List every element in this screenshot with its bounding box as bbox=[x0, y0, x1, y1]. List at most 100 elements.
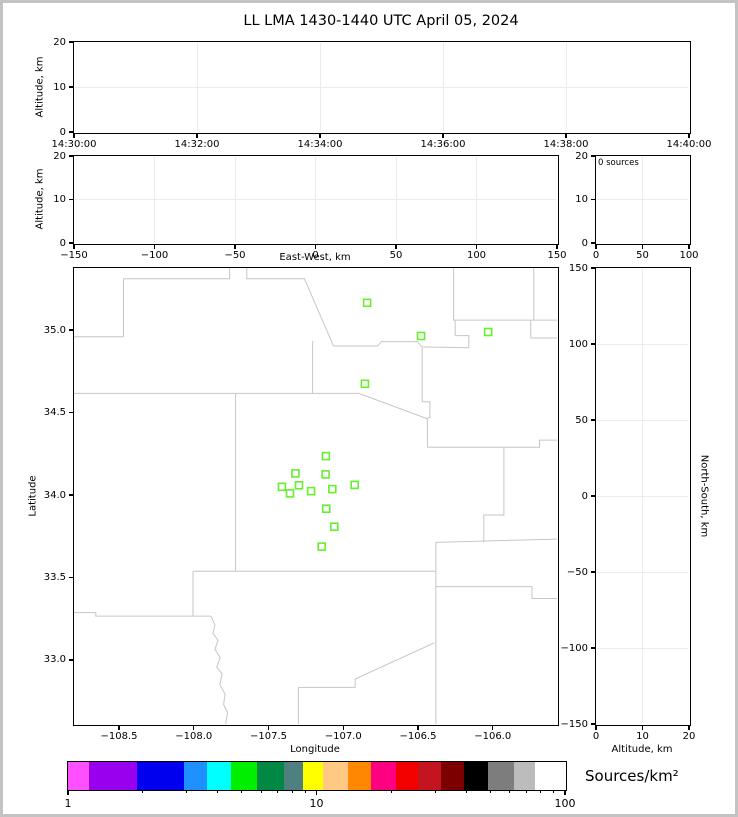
ew_altitude-gridline-y bbox=[75, 199, 556, 200]
plan_view-panel bbox=[72, 266, 559, 726]
colorbar-segment-17 bbox=[487, 761, 514, 790]
alt_histogram-xtick-label: 100 bbox=[679, 249, 699, 261]
ns_altitude-gridline-y bbox=[597, 495, 688, 497]
plan_view-ytick bbox=[68, 329, 73, 331]
alt_histogram-panel bbox=[594, 154, 691, 245]
colorbar-segment-3 bbox=[137, 761, 184, 790]
ew_altitude-ytick-label: 20 bbox=[53, 150, 66, 162]
time_altitude-ytick-label: 0 bbox=[59, 126, 66, 138]
colorbar-segment-7 bbox=[256, 761, 284, 790]
plan_view-xtick-label: −107.5 bbox=[249, 730, 287, 742]
ns_altitude-gridline-y bbox=[597, 571, 688, 573]
ns_altitude-ytick-label: 150 bbox=[568, 262, 588, 274]
plan_view-xtick bbox=[417, 725, 419, 730]
lma-source-marker bbox=[306, 486, 316, 496]
time-panel-ylabel: Altitude, km bbox=[34, 56, 46, 118]
colorbar-minor-tick bbox=[489, 790, 491, 793]
ns_altitude-ytick bbox=[590, 647, 595, 649]
alt_histogram-ytick bbox=[590, 155, 595, 157]
colorbar-segment-19 bbox=[535, 761, 566, 790]
colorbar-segment-4 bbox=[184, 761, 207, 790]
lma-source-marker bbox=[277, 482, 287, 492]
plan_view-ytick-label: 34.0 bbox=[43, 489, 66, 501]
ew_altitude-xtick-label: −50 bbox=[224, 249, 246, 261]
alt_histogram-ytick-label: 0 bbox=[581, 237, 588, 249]
colorbar-minor-tick bbox=[509, 790, 511, 793]
plan_view-ytick bbox=[68, 494, 73, 496]
alt_histogram-ytick-label: 20 bbox=[575, 150, 588, 162]
lma-source-marker bbox=[350, 480, 360, 490]
colorbar-minor-tick bbox=[217, 790, 219, 793]
county-boundary-line bbox=[453, 268, 557, 321]
lma-source-marker bbox=[362, 298, 372, 308]
ns_altitude-gridline-y bbox=[597, 647, 688, 649]
plan_view-xtick-label: −108.0 bbox=[175, 730, 213, 742]
map-ylabel: Latitude bbox=[27, 475, 39, 517]
time_altitude-xtick-label: 14:30:00 bbox=[51, 138, 97, 150]
plan_view-xtick-label: −108.5 bbox=[100, 730, 138, 742]
county-boundary-line bbox=[530, 320, 557, 339]
colorbar-minor-tick bbox=[304, 790, 306, 793]
county-boundary-line bbox=[435, 538, 557, 543]
ew_altitude-xtick-label: 100 bbox=[466, 249, 487, 261]
ew_altitude-xtick bbox=[73, 244, 75, 249]
ns_altitude-xtick bbox=[688, 725, 690, 730]
ns-panel-xlabel: Altitude, km bbox=[611, 744, 673, 755]
ew_altitude-xtick-label: −150 bbox=[60, 249, 88, 261]
ns_altitude-xtick-label: 0 bbox=[592, 730, 600, 742]
colorbar-segment-10 bbox=[323, 761, 349, 790]
plan-view-map bbox=[74, 268, 557, 724]
ns_altitude-xtick-label: 20 bbox=[682, 730, 696, 742]
colorbar-tick-label: 1 bbox=[64, 797, 72, 810]
lma-source-marker bbox=[317, 542, 326, 551]
county-boundary-line bbox=[246, 268, 470, 349]
ns_altitude-ytick bbox=[590, 495, 595, 497]
ew_altitude-ytick bbox=[68, 155, 73, 157]
ew_altitude-xtick bbox=[556, 244, 558, 249]
time_altitude-panel bbox=[72, 40, 691, 134]
ew_altitude-ytick bbox=[68, 198, 73, 201]
plan_view-ytick bbox=[68, 576, 73, 579]
ns_altitude-ytick bbox=[590, 723, 595, 725]
time_altitude-xtick bbox=[196, 133, 198, 138]
lma-source-marker bbox=[321, 470, 330, 479]
ns_altitude-gridline-y bbox=[597, 419, 688, 421]
colorbar-minor-tick bbox=[540, 790, 542, 793]
ew_altitude-xtick-label: 150 bbox=[547, 249, 567, 261]
ns_altitude-panel bbox=[594, 266, 691, 726]
county-boundary-line bbox=[74, 612, 211, 617]
plan_view-xtick-label: −107.0 bbox=[324, 730, 362, 742]
ew-panel-xlabel: East-West, km bbox=[279, 252, 351, 263]
time_altitude-xtick bbox=[319, 133, 321, 138]
colorbar-segment-5 bbox=[206, 761, 231, 790]
colorbar-minor-tick bbox=[260, 790, 262, 793]
ns_altitude-ytick bbox=[590, 267, 595, 269]
ns_altitude-xtick bbox=[595, 725, 597, 730]
alt_histogram-ytick bbox=[590, 242, 595, 244]
county-boundary-line bbox=[74, 392, 428, 420]
lma-source-marker bbox=[329, 522, 339, 531]
colorbar-segment-14 bbox=[417, 761, 441, 790]
lma-source-marker bbox=[291, 469, 300, 478]
time_altitude-xtick bbox=[442, 133, 444, 138]
time_altitude-xtick bbox=[688, 133, 690, 138]
time_altitude-ytick bbox=[68, 41, 73, 43]
county-boundary-line bbox=[427, 439, 557, 448]
colorbar-minor-tick bbox=[186, 790, 188, 793]
colorbar-minor-tick bbox=[142, 790, 144, 793]
ns_altitude-ytick bbox=[590, 343, 595, 345]
colorbar-segment-16 bbox=[463, 761, 488, 790]
county-boundary-line bbox=[435, 586, 557, 599]
alt_histogram-ytick bbox=[590, 198, 595, 201]
time_altitude-ytick-label: 20 bbox=[53, 36, 66, 48]
alt_histogram-xtick-label: 0 bbox=[592, 249, 600, 261]
ns_altitude-ytick-label: 0 bbox=[581, 490, 588, 502]
lma-source-marker bbox=[285, 489, 295, 498]
lma-source-marker bbox=[321, 451, 331, 461]
colorbar-minor-tick bbox=[277, 790, 279, 793]
colorbar-segment-1 bbox=[67, 761, 90, 790]
plan_view-ytick-label: 35.0 bbox=[43, 324, 66, 336]
colorbar-segment-6 bbox=[230, 761, 257, 790]
colorbar-segment-11 bbox=[348, 761, 372, 790]
plan_view-xtick bbox=[267, 725, 270, 730]
